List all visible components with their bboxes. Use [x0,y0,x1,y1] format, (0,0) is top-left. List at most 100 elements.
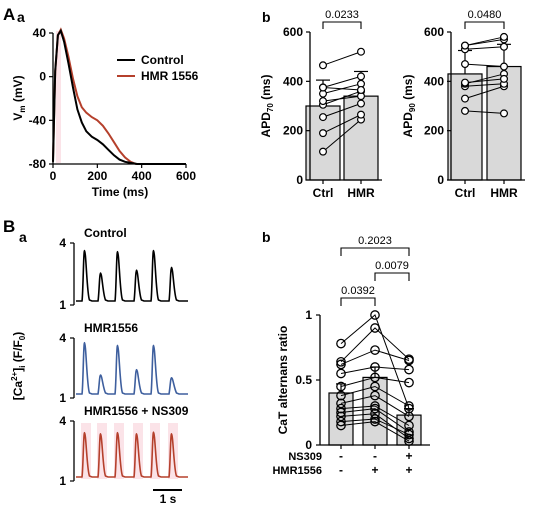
y-ticks: 40 0 -40 -80 [29,26,53,171]
apd70-point [319,113,328,122]
x-tick-label: 200 [87,169,107,183]
cat-pair-line [340,413,410,439]
apd90-y-tick-label: 600 [424,25,444,39]
apd70-point [319,97,328,106]
calcium-traces: Control 4 1 HMR1556 4 1 HMR1556 + NS309 4 1 [59,226,188,488]
cat-pair-line [340,408,410,433]
cat-point [370,414,380,424]
stimulus-highlight [56,31,61,163]
trace-y-tick-label: 4 [59,331,66,345]
y-tick-label: -40 [29,113,47,127]
cat-point [336,338,346,349]
cat-y-tick-label: 1 [305,308,312,322]
cat-point [336,398,346,409]
apd90-point [461,94,470,103]
apd70-point [319,61,328,70]
apd90-point [461,41,470,50]
cat-point [336,356,346,367]
apd70-point [357,99,366,108]
calcium-y-label: [Ca2+]i (F/F0) [10,332,27,400]
apd70-pair-line [322,90,362,106]
apd90-pair-line [464,83,505,87]
cat-pair-line [340,327,410,363]
cat-condition-ns309: + [405,449,412,463]
cat-pair-line [340,418,410,436]
apd90-point [500,109,509,118]
ap-line-0 [52,28,186,165]
cat-sig-label: 0.2023 [358,235,392,247]
x-ticks: 0 200 400 600 [50,164,196,183]
cat-point [404,364,414,375]
cat-point [336,411,346,422]
cat-y-tick-label: 0 [305,438,312,452]
y-axis-label: Vm (mV) [11,75,27,120]
cat-y-label: CaT alternans ratio [276,326,290,435]
apd70-y-tick-label: 400 [283,74,303,88]
cat-sig-bracket [340,247,410,256]
apd70-sig-label: 0.0233 [325,9,359,21]
cat-pair-line [340,314,410,409]
panel-label-A-a: a [17,9,25,25]
apd90-point [500,74,509,83]
cat-point [370,381,380,392]
apd90-y-tick-label: 200 [424,124,444,138]
apd90-sig-label: 0.0480 [468,9,502,21]
trace-y-tick-label: 1 [59,298,66,312]
apd90-pair-line [464,36,505,47]
panel-label-A: A [3,5,15,24]
apd70-y-tick-label: 600 [283,25,303,39]
cat-point [370,403,380,414]
cat-pair-line [340,349,410,365]
cat-sig-bracket [374,272,410,281]
cat-pair-line [340,385,410,407]
cat-row-label: NS309 [288,451,322,463]
x-tick-label: 0 [50,169,57,183]
calcium-trace-line [76,341,188,395]
cat-point [370,416,380,427]
cat-point [404,377,414,388]
x-axis-label: Time (ms) [92,185,148,199]
cat-point [336,407,346,418]
apd70-y-tick-label: 200 [283,124,303,138]
panel-label-B-b: b [262,229,271,245]
ap-line-1 [52,27,186,165]
apd70-point [357,85,366,94]
apd90-point [461,106,470,115]
apd70-point [319,147,328,156]
cat-point [336,420,346,431]
cat-point [404,427,414,437]
apd70-sig-bracket [322,21,362,29]
cat-point [370,390,380,401]
trace-y-tick-label: 1 [59,474,66,488]
cat-point [336,368,346,379]
cat-sig-label: 0.0079 [375,260,409,272]
legend-label-control: Control [141,53,184,67]
cat-alternans-chart: 00.51NS309HMR1556---+++0.20230.00790.039… [272,235,430,477]
cat-point [336,416,346,427]
apd90-chart: 0 200 400 600 Ctrl HMR 0.0480 [424,9,525,200]
apd90-point [500,42,509,51]
calcium-trace-line [76,431,188,478]
cat-row-label: HMR1556 [272,465,322,477]
cat-pair-line [340,405,410,426]
apd70-bar [343,95,379,181]
cat-condition-ns309: - [339,449,343,463]
cat-point [404,355,414,366]
apd70-point [319,83,328,92]
cat-sig-bracket [340,297,376,306]
legend: Control HMR 1556 [117,53,199,83]
x-tick-label: 600 [176,169,196,183]
calcium-trace-line [76,249,188,302]
cat-condition-hmr: + [371,463,378,477]
apd90-point [461,78,470,87]
apd90-point [500,32,509,41]
apd70-pair-line [322,75,362,88]
trace-title: HMR1556 [84,321,138,335]
trace-title: HMR1556 + NS309 [84,404,189,418]
apd90-pair-line [464,85,505,100]
apd90-category-label: Ctrl [455,186,476,200]
apd70-category-label: Ctrl [313,186,334,200]
cat-condition-ns309: - [373,449,377,463]
y-tick-label: 40 [33,26,47,40]
